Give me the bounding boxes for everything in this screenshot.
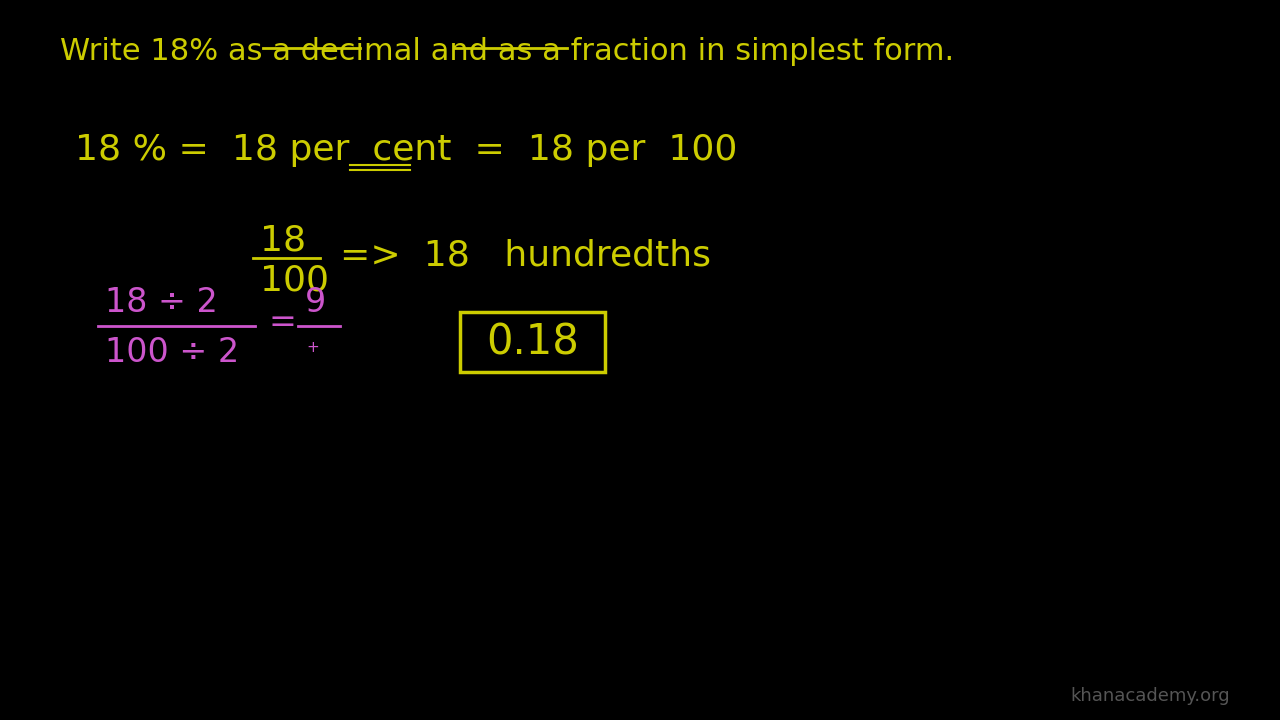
Text: 18: 18: [260, 223, 306, 257]
Text: =: =: [268, 305, 296, 338]
Text: 100 ÷ 2: 100 ÷ 2: [105, 336, 239, 369]
Bar: [460, 312, 605, 372]
Text: khanacademy.org: khanacademy.org: [1070, 687, 1230, 705]
Text: 9: 9: [305, 286, 326, 318]
Text: 100: 100: [260, 263, 329, 297]
Text: =>  18   hundredths: => 18 hundredths: [340, 238, 710, 272]
Text: 18 % =  18 per  cent  =  18 per  100: 18 % = 18 per cent = 18 per 100: [76, 133, 737, 167]
Text: Write 18% as a decimal and as a fraction in simplest form.: Write 18% as a decimal and as a fraction…: [60, 37, 954, 66]
Text: +: +: [307, 340, 320, 354]
Text: 0.18: 0.18: [486, 321, 579, 363]
Text: 18 ÷ 2: 18 ÷ 2: [105, 286, 218, 318]
